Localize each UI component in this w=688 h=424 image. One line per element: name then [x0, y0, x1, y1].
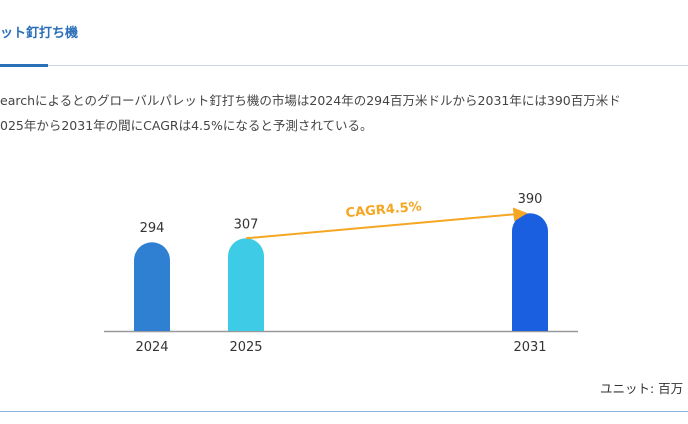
value-label: 390 — [518, 192, 543, 207]
value-label: 307 — [234, 217, 259, 232]
section-title: ット釘打ち機 — [0, 26, 79, 41]
x-tick-label: 2025 — [229, 340, 262, 355]
divider — [0, 65, 688, 66]
cagr-arrow — [245, 207, 528, 240]
bar — [228, 238, 264, 331]
x-tick-label: 2031 — [513, 340, 546, 355]
paragraph-line: 025年から2031年の間にCAGRは4.5%になると予測されている。 — [0, 118, 373, 133]
x-tick-label: 2024 — [135, 340, 168, 355]
divider-accent — [0, 64, 48, 67]
bottom-divider — [0, 411, 688, 412]
cagr-label: CAGR4.5% — [345, 199, 422, 221]
paragraph-line: earchによるとのグローバルパレット釘打ち機の市場は2024年の294百万米ド… — [0, 93, 621, 108]
bar — [512, 213, 548, 331]
unit-label: ユニット: 百万 — [600, 381, 684, 396]
bar — [134, 242, 170, 331]
value-label: 294 — [140, 221, 165, 236]
